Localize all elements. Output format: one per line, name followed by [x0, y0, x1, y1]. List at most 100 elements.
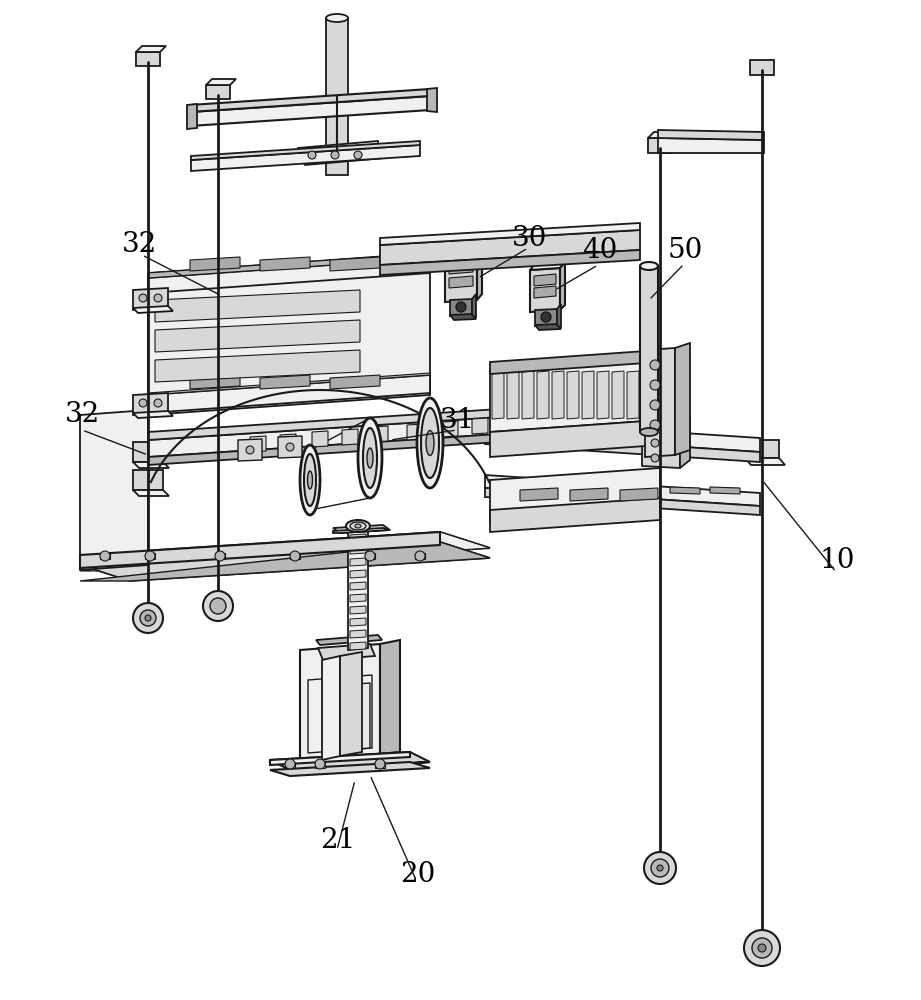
Polygon shape [206, 79, 236, 85]
Polygon shape [80, 542, 490, 581]
Polygon shape [642, 371, 654, 419]
Polygon shape [537, 371, 549, 419]
Circle shape [415, 551, 425, 561]
Circle shape [331, 151, 339, 159]
Polygon shape [560, 262, 565, 310]
Polygon shape [485, 488, 760, 515]
Circle shape [456, 302, 466, 312]
Polygon shape [348, 528, 368, 650]
Polygon shape [365, 553, 375, 559]
Polygon shape [535, 324, 561, 330]
Polygon shape [675, 343, 690, 455]
Text: 32: 32 [122, 232, 157, 258]
Polygon shape [522, 371, 534, 419]
Circle shape [650, 400, 660, 410]
Polygon shape [191, 141, 420, 160]
Text: 20: 20 [400, 861, 436, 888]
Polygon shape [155, 320, 360, 352]
Polygon shape [133, 288, 168, 310]
Polygon shape [326, 18, 348, 175]
Polygon shape [155, 290, 360, 322]
Polygon shape [342, 429, 358, 445]
Polygon shape [570, 488, 608, 501]
Polygon shape [507, 371, 519, 419]
Polygon shape [350, 618, 366, 626]
Polygon shape [333, 528, 390, 533]
Polygon shape [534, 274, 556, 286]
Polygon shape [148, 253, 430, 278]
Polygon shape [627, 371, 639, 419]
Ellipse shape [308, 471, 312, 489]
Polygon shape [490, 420, 660, 457]
Circle shape [315, 759, 325, 769]
Polygon shape [270, 752, 430, 770]
Ellipse shape [350, 522, 366, 530]
Circle shape [145, 615, 151, 621]
Polygon shape [675, 425, 681, 448]
Polygon shape [550, 487, 580, 494]
Polygon shape [597, 371, 609, 419]
Polygon shape [557, 304, 561, 328]
Polygon shape [80, 410, 148, 570]
Polygon shape [427, 88, 437, 112]
Circle shape [285, 759, 295, 769]
Ellipse shape [358, 418, 382, 498]
Polygon shape [148, 375, 430, 413]
Polygon shape [380, 250, 640, 275]
Circle shape [154, 294, 162, 302]
Polygon shape [350, 594, 366, 602]
Polygon shape [670, 487, 700, 494]
Polygon shape [133, 306, 173, 313]
Polygon shape [648, 132, 678, 138]
Polygon shape [680, 415, 690, 468]
Polygon shape [490, 358, 660, 432]
Polygon shape [270, 762, 430, 770]
Ellipse shape [326, 14, 348, 22]
Circle shape [365, 551, 375, 561]
Circle shape [657, 865, 663, 871]
Ellipse shape [346, 520, 370, 532]
Polygon shape [442, 421, 458, 437]
Circle shape [139, 294, 147, 302]
Polygon shape [745, 440, 779, 458]
Polygon shape [133, 462, 169, 468]
Polygon shape [80, 532, 490, 571]
Polygon shape [190, 257, 240, 271]
Polygon shape [380, 230, 640, 265]
Polygon shape [350, 546, 366, 554]
Polygon shape [449, 276, 473, 288]
Polygon shape [187, 104, 197, 129]
Polygon shape [315, 762, 325, 768]
Polygon shape [322, 656, 340, 760]
Polygon shape [485, 475, 760, 506]
Polygon shape [450, 314, 476, 320]
Text: 32: 32 [65, 401, 100, 428]
Polygon shape [710, 487, 740, 494]
Polygon shape [316, 635, 382, 645]
Ellipse shape [417, 398, 443, 488]
Polygon shape [215, 553, 225, 559]
Polygon shape [80, 542, 490, 581]
Circle shape [650, 380, 660, 390]
Polygon shape [350, 570, 366, 578]
Circle shape [145, 551, 155, 561]
Polygon shape [148, 373, 430, 395]
Polygon shape [472, 418, 488, 434]
Ellipse shape [640, 262, 658, 270]
Circle shape [758, 944, 766, 952]
Polygon shape [100, 553, 110, 559]
Polygon shape [133, 393, 168, 415]
Circle shape [644, 852, 676, 884]
Polygon shape [330, 257, 380, 271]
Polygon shape [612, 371, 624, 419]
Polygon shape [477, 250, 482, 300]
Circle shape [375, 759, 385, 769]
Polygon shape [280, 434, 296, 450]
Polygon shape [745, 458, 785, 465]
Polygon shape [250, 436, 266, 452]
Ellipse shape [304, 454, 316, 506]
Circle shape [286, 443, 294, 451]
Polygon shape [520, 488, 558, 501]
Circle shape [651, 454, 659, 462]
Ellipse shape [363, 428, 377, 488]
